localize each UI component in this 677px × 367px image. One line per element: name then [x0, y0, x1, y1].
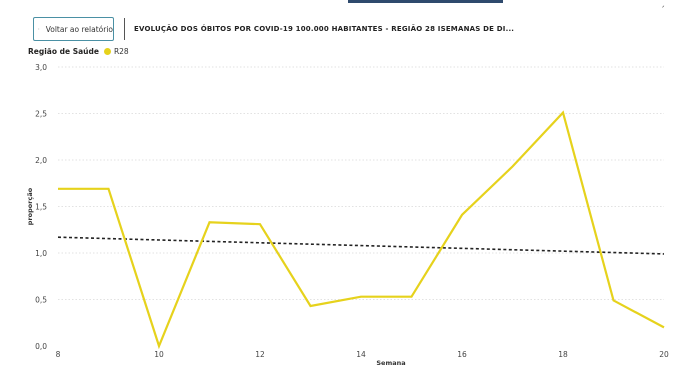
back-button-label: Voltar ao relatório [45, 24, 113, 34]
y-tick-label: 0,5 [35, 296, 47, 305]
y-tick-label: 2,5 [35, 110, 47, 119]
legend-title: Região de Saúde [28, 47, 99, 56]
series-line-r28 [58, 110, 665, 350]
header-divider [124, 18, 125, 40]
x-tick-label: 10 [154, 350, 164, 359]
x-tick-label: 12 [255, 350, 265, 359]
y-axis-label: proporção [26, 187, 34, 225]
x-tick-label: 8 [56, 350, 61, 359]
x-tick-label: 18 [558, 350, 568, 359]
y-tick-label: 0,0 [35, 342, 47, 351]
x-tick-label: 14 [356, 350, 366, 359]
x-tick-label: 20 [659, 350, 669, 359]
top-accent-bar [348, 0, 503, 3]
back-to-report-button[interactable]: Voltar ao relatório [33, 17, 114, 41]
chevron-left-icon [38, 28, 40, 30]
legend: Região de Saúde R28 [28, 47, 129, 56]
legend-swatch [103, 48, 111, 55]
y-tick-label: 3,0 [35, 63, 47, 72]
y-tick-label: 2,0 [35, 156, 47, 165]
trend-line [57, 236, 665, 255]
y-tick-label: 1,5 [35, 203, 47, 212]
legend-series-label: R28 [113, 47, 129, 56]
x-axis-label: Semana [376, 359, 405, 367]
chart-title: EVOLUÇÃO DOS ÓBITOS POR COVID-19 100.000… [134, 25, 515, 33]
y-tick-label: 1,0 [35, 249, 47, 258]
x-tick-label: 16 [457, 350, 467, 359]
